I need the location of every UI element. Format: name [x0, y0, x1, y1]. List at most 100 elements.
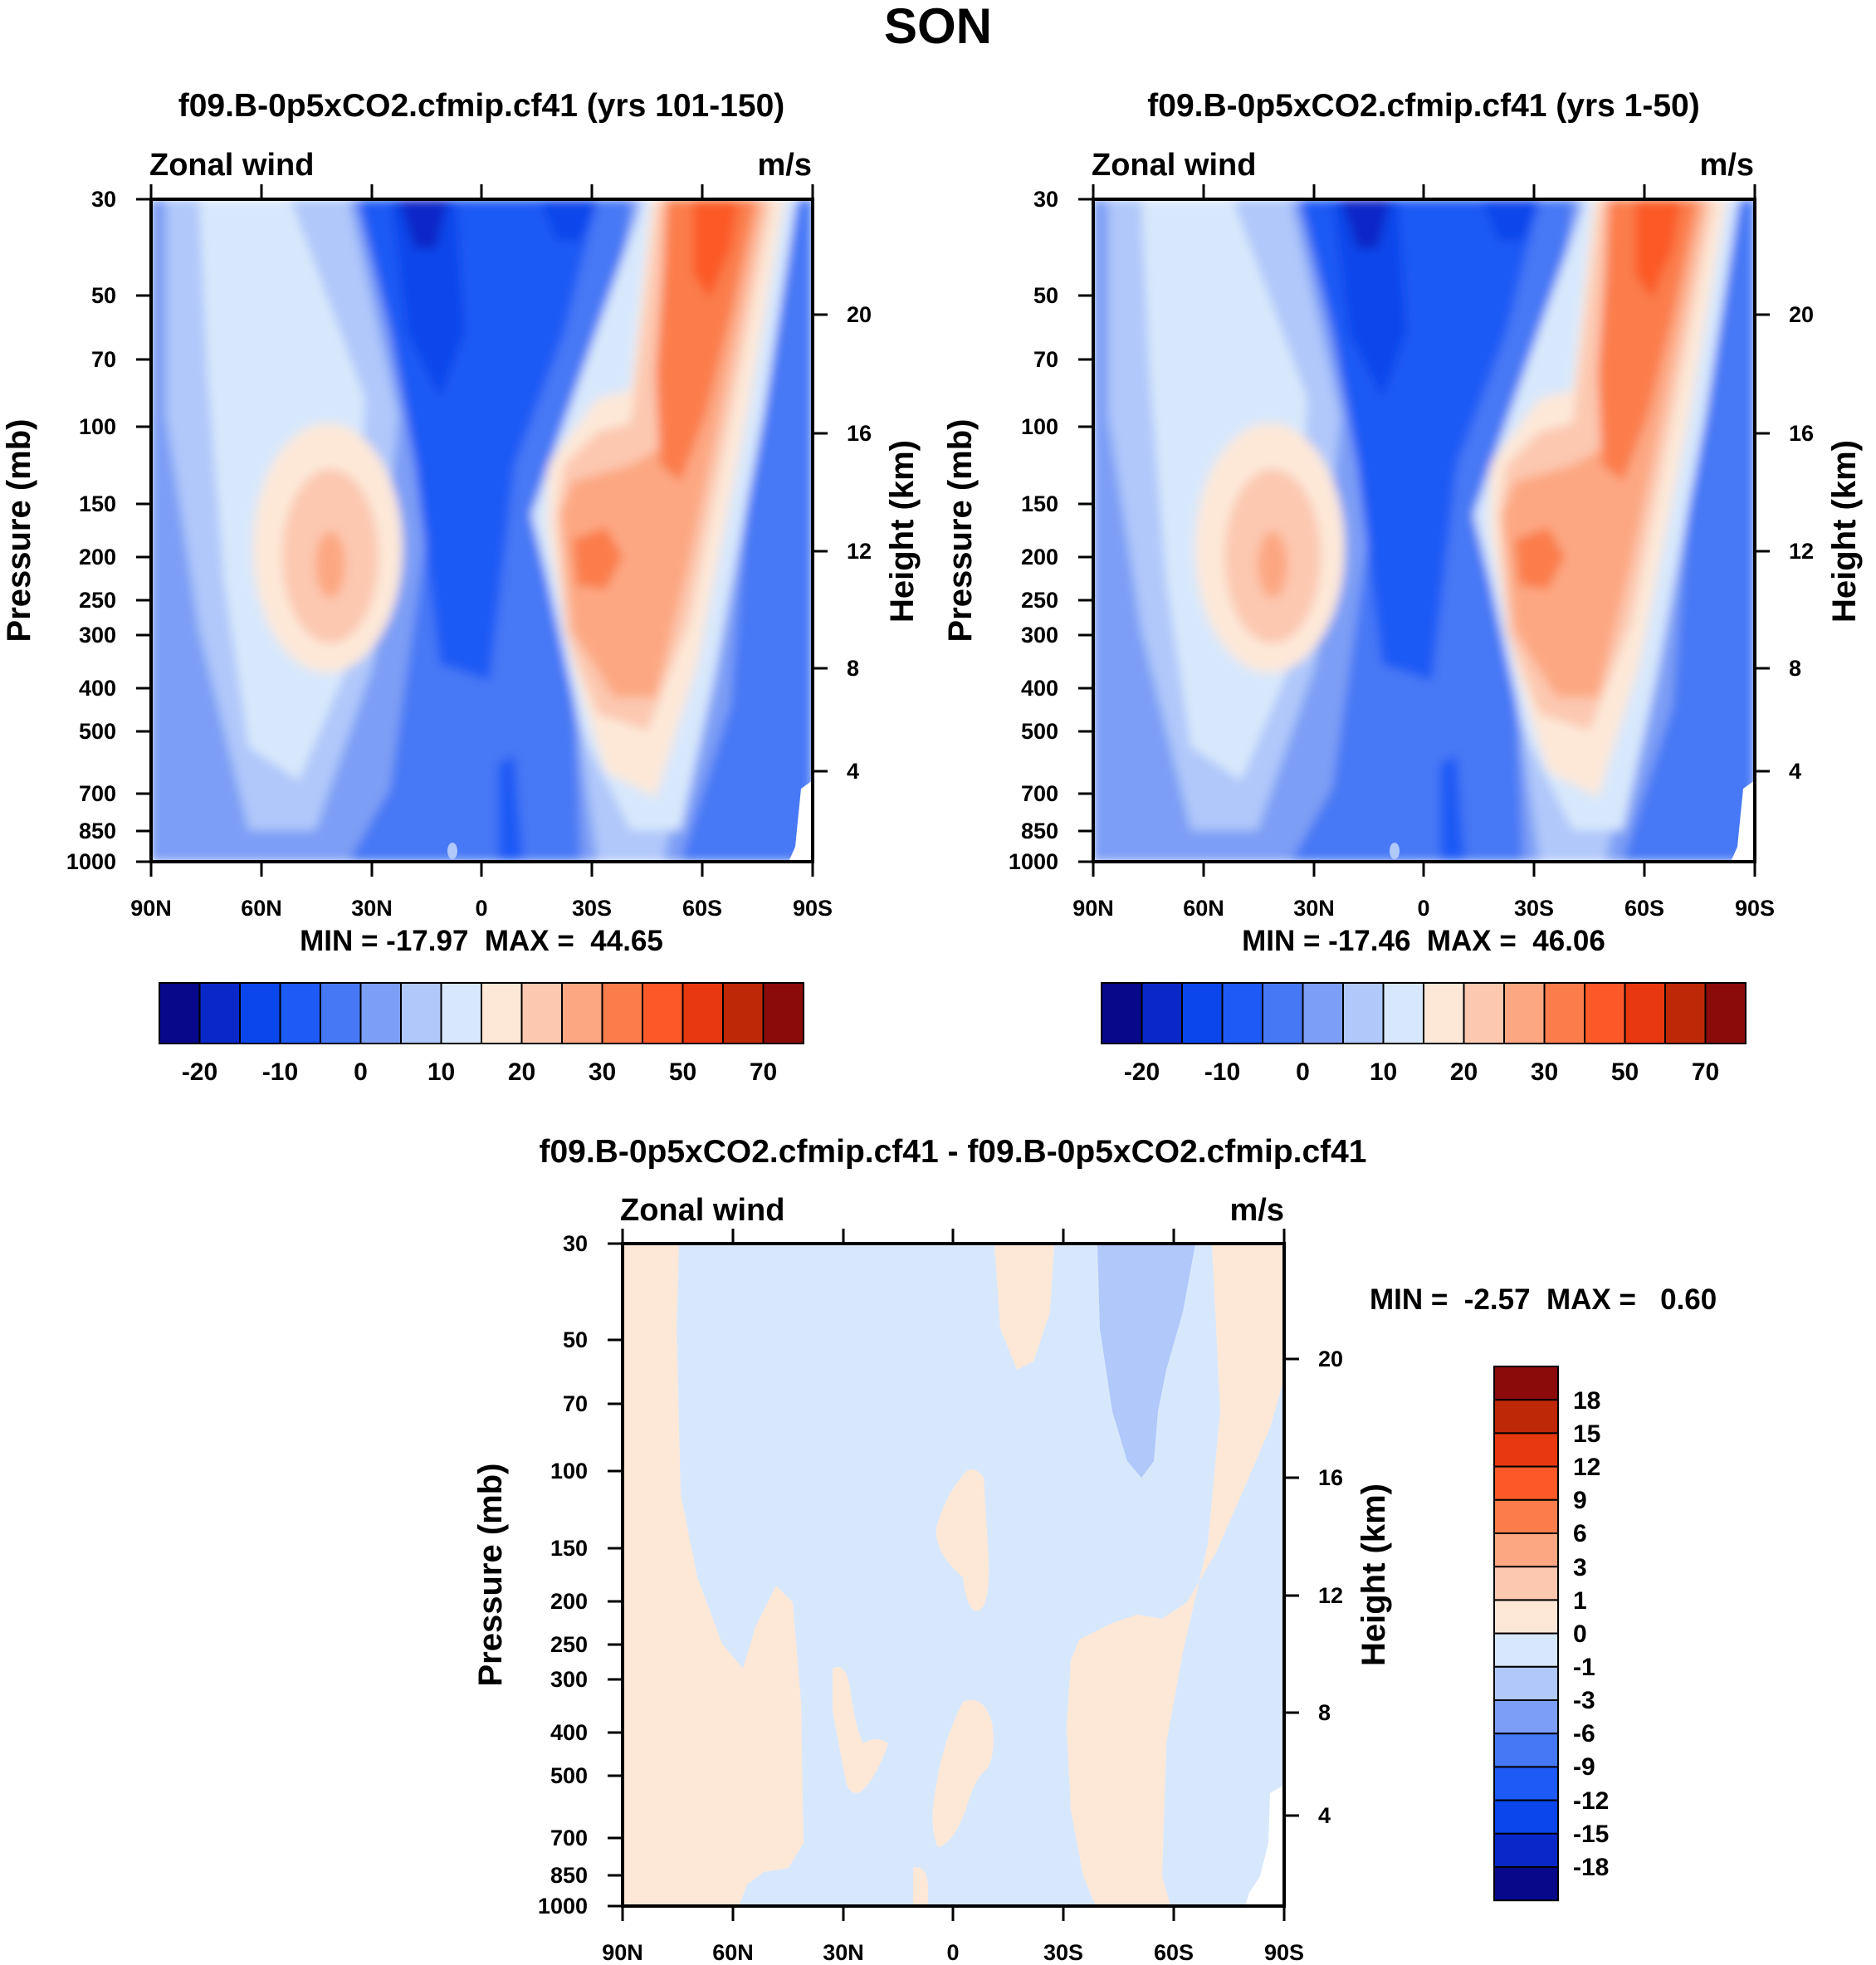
x-tick-label: 60N — [1183, 896, 1224, 921]
y-tick-label: 100 — [1021, 414, 1058, 439]
y-tick-label: 200 — [1021, 545, 1058, 569]
panel-a-stats: MIN = -17.97 MAX = 44.65 — [300, 925, 663, 957]
height-tick-label: 8 — [1789, 656, 1801, 681]
colorbar-label: 10 — [1370, 1058, 1397, 1086]
panel-c-x-tick-labels: 90N 60N 30N 0 30S 60S 90S — [602, 1940, 1304, 1965]
panel-c: f09.B-0p5xCO2.cfmip.cf41 - f09.B-0p5xCO2… — [472, 1134, 1717, 1965]
colorbar-cell — [440, 982, 482, 1044]
y-tick-label: 150 — [79, 491, 116, 516]
panel-b-fill-band — [1598, 199, 1698, 481]
panel-c-fill-band — [1097, 1244, 1195, 1478]
panel-b-units: m/s — [1700, 148, 1754, 183]
panel-b-ylabel: Pressure (mb) — [942, 419, 979, 643]
y-tick-label: 1000 — [538, 1894, 588, 1919]
colorbar-label: 0 — [1573, 1620, 1587, 1648]
colorbar-label: 9 — [1573, 1487, 1587, 1514]
panel-a-missing-data — [789, 780, 813, 862]
panel-b-colorbar-labels: -20 -10 0 10 20 30 50 70 — [1124, 1058, 1719, 1086]
colorbar-cell — [1181, 982, 1224, 1044]
colorbar-cell — [561, 982, 603, 1044]
colorbar-label: -15 — [1573, 1821, 1609, 1848]
colorbar-label: 70 — [750, 1058, 777, 1086]
colorbar-cell — [520, 982, 563, 1044]
colorbar-cell — [1584, 982, 1626, 1044]
y-tick-label: 30 — [91, 187, 116, 212]
colorbar-cell — [1493, 1399, 1559, 1435]
y-tick-label: 700 — [1021, 781, 1058, 806]
panel-a-fill-band — [693, 199, 739, 299]
panel-a-ylabel: Pressure (mb) — [1, 419, 37, 643]
colorbar-cell — [1493, 1733, 1559, 1768]
colorbar-cell — [1463, 982, 1505, 1044]
panel-b-fill-band — [1332, 199, 1407, 398]
x-tick-label: 30S — [1514, 896, 1554, 921]
panel-a-fill-band — [447, 843, 457, 859]
y-tick-label: 200 — [79, 545, 116, 569]
colorbar-label: 20 — [1450, 1058, 1478, 1086]
panel-c-y-ticks — [608, 1242, 623, 1908]
colorbar-cell — [1302, 982, 1344, 1044]
panel-a-x-tick-labels: 90N 60N 30N 0 30S 60S 90S — [130, 896, 833, 921]
colorbar-label: -18 — [1573, 1854, 1609, 1881]
panel-a-fill-band — [398, 199, 448, 249]
panel-a-fill-band — [573, 527, 623, 589]
panel-a-y-tick-labels: 30 50 70 100 150 200 250 300 400 500 700… — [66, 187, 116, 874]
y-tick-label: 100 — [79, 414, 116, 439]
panel-c-contours — [623, 1244, 1284, 1906]
colorbar-cell — [601, 982, 643, 1044]
panel-a-colorbar-labels: -20 -10 0 10 20 30 50 70 — [182, 1058, 777, 1086]
panel-a-fill-band — [315, 531, 345, 598]
colorbar-cell — [1624, 982, 1666, 1044]
x-tick-label: 90S — [1735, 896, 1775, 921]
panel-b-fill-band — [1397, 506, 1432, 648]
colorbar-label: -6 — [1573, 1720, 1595, 1747]
panel-c-right-tick-labels: 20 16 12 8 4 — [1318, 1347, 1343, 1828]
colorbar-label: -10 — [262, 1058, 298, 1086]
colorbar-label: 3 — [1573, 1554, 1587, 1581]
colorbar-label: 6 — [1573, 1520, 1587, 1547]
panel-c-y-tick-labels: 30 50 70 100 150 200 250 300 400 500 700… — [538, 1231, 588, 1919]
panel-c-missing-data — [1245, 1785, 1284, 1906]
panel-b-contours — [1093, 199, 1755, 862]
colorbar-cell — [359, 982, 402, 1044]
colorbar-cell — [1221, 982, 1263, 1044]
height-tick-label: 16 — [1789, 421, 1814, 446]
y-tick-label: 50 — [563, 1327, 588, 1352]
panel-c-x-ticks — [621, 1229, 1286, 1921]
colorbar-label: 1 — [1573, 1587, 1587, 1615]
panel-c-fill-band — [913, 1867, 928, 1906]
panel-a-title: f09.B-0p5xCO2.cfmip.cf41 (yrs 101-150) — [178, 88, 785, 124]
y-tick-label: 500 — [79, 719, 116, 744]
panel-a-fill-band — [390, 199, 465, 398]
panel-b-subtitle-left: Zonal wind — [1092, 148, 1256, 183]
panel-c-colorbar — [1493, 1366, 1559, 1902]
y-tick-label: 70 — [1033, 347, 1058, 372]
y-tick-label: 50 — [91, 283, 116, 308]
x-tick-label: 30S — [572, 896, 612, 921]
colorbar-cell — [1342, 982, 1385, 1044]
colorbar-label: -9 — [1573, 1753, 1595, 1781]
panel-c-right-ticks — [1284, 1357, 1299, 1817]
panel-b-fill-band — [1515, 527, 1565, 589]
colorbar-cell — [682, 982, 724, 1044]
page-title: SON — [884, 0, 992, 54]
colorbar-cell — [1493, 1566, 1559, 1601]
x-tick-label: 0 — [946, 1940, 959, 1965]
panel-a-fill-band — [455, 506, 490, 648]
panel-b-fill-band — [1681, 780, 1739, 862]
height-tick-label: 20 — [1318, 1347, 1343, 1371]
colorbar-cell — [1664, 982, 1707, 1044]
colorbar-label: 30 — [1531, 1058, 1558, 1086]
y-tick-label: 850 — [1021, 819, 1058, 843]
colorbar-label: -1 — [1573, 1654, 1595, 1681]
panel-a: f09.B-0p5xCO2.cfmip.cf41 (yrs 101-150) Z… — [1, 88, 921, 1086]
colorbar-cell — [1493, 1432, 1559, 1468]
colorbar-cell — [762, 982, 804, 1044]
colorbar-cell — [1503, 982, 1546, 1044]
x-tick-label: 90N — [130, 896, 172, 921]
colorbar-cell — [400, 982, 442, 1044]
colorbar-cell — [1262, 982, 1304, 1044]
colorbar-cell — [320, 982, 362, 1044]
panel-b-fill-band — [1440, 755, 1465, 862]
colorbar-label: -3 — [1573, 1687, 1595, 1714]
